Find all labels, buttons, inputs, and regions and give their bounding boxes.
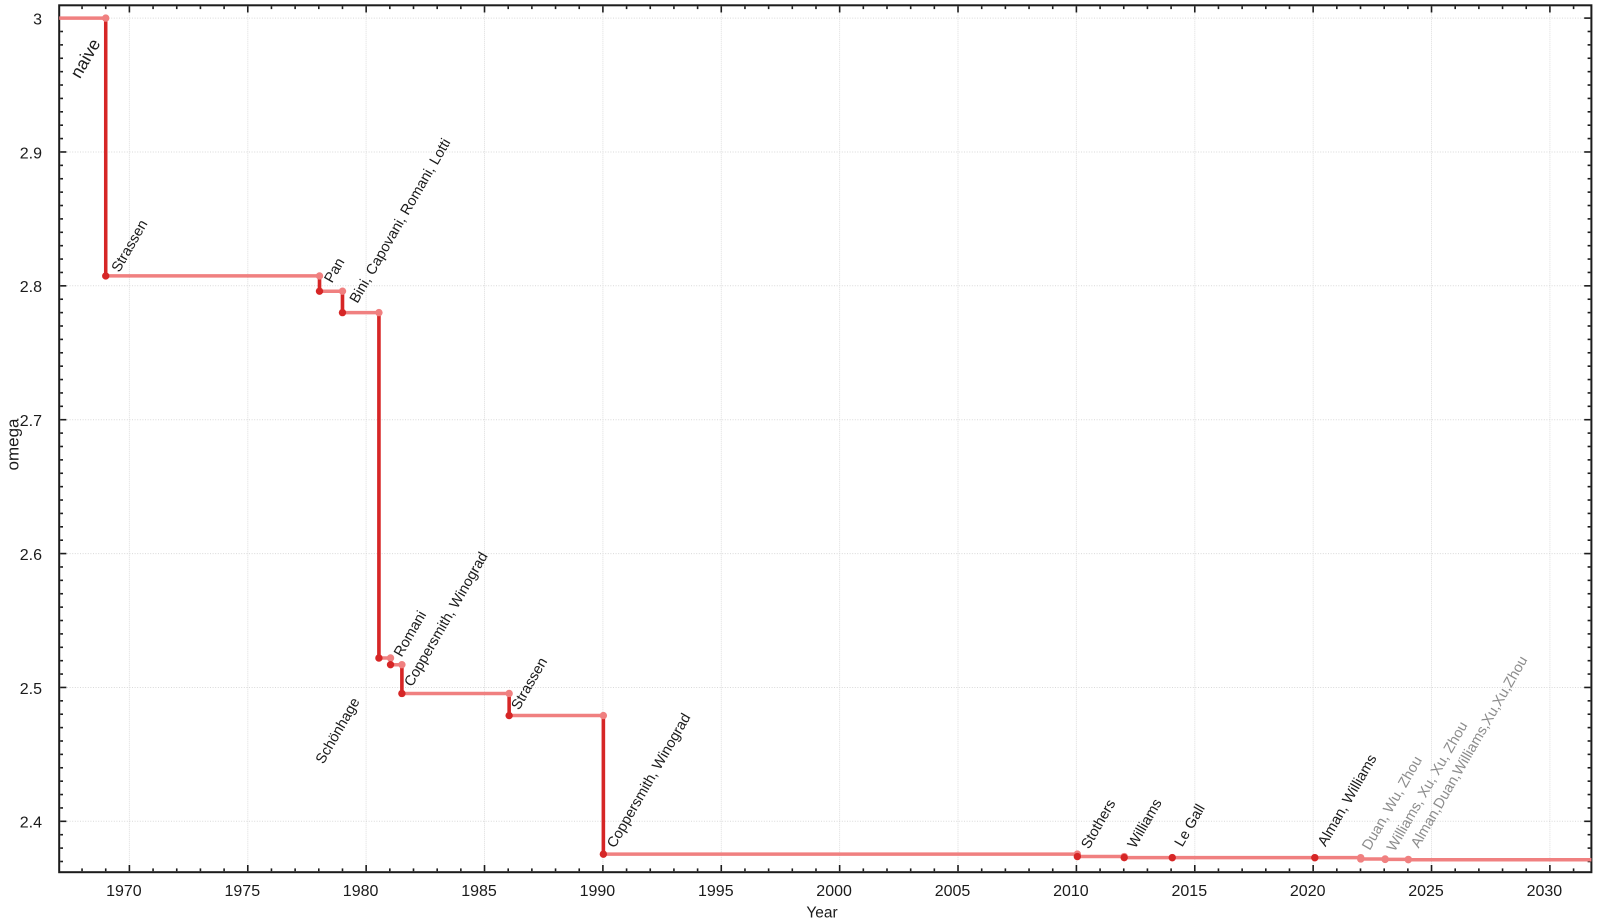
svg-text:Year: Year <box>806 905 837 920</box>
svg-text:2025: 2025 <box>1408 883 1444 900</box>
svg-text:2010: 2010 <box>1053 883 1089 900</box>
svg-text:2030: 2030 <box>1527 883 1563 900</box>
svg-text:2000: 2000 <box>816 883 852 900</box>
svg-text:1995: 1995 <box>698 883 734 900</box>
svg-text:2005: 2005 <box>935 883 971 900</box>
svg-text:2.8: 2.8 <box>20 279 42 296</box>
svg-text:2.4: 2.4 <box>20 815 42 832</box>
svg-text:1990: 1990 <box>580 883 616 900</box>
svg-text:3: 3 <box>33 11 42 28</box>
svg-text:2.6: 2.6 <box>20 547 42 564</box>
svg-text:2.7: 2.7 <box>20 413 42 430</box>
svg-text:2020: 2020 <box>1290 883 1326 900</box>
svg-text:2.5: 2.5 <box>20 681 42 698</box>
svg-text:2.9: 2.9 <box>20 145 42 162</box>
svg-text:1980: 1980 <box>343 883 379 900</box>
svg-text:1970: 1970 <box>106 883 142 900</box>
svg-text:1985: 1985 <box>461 883 497 900</box>
svg-text:1975: 1975 <box>225 883 261 900</box>
svg-text:2015: 2015 <box>1172 883 1208 900</box>
svg-text:omega: omega <box>4 418 23 471</box>
